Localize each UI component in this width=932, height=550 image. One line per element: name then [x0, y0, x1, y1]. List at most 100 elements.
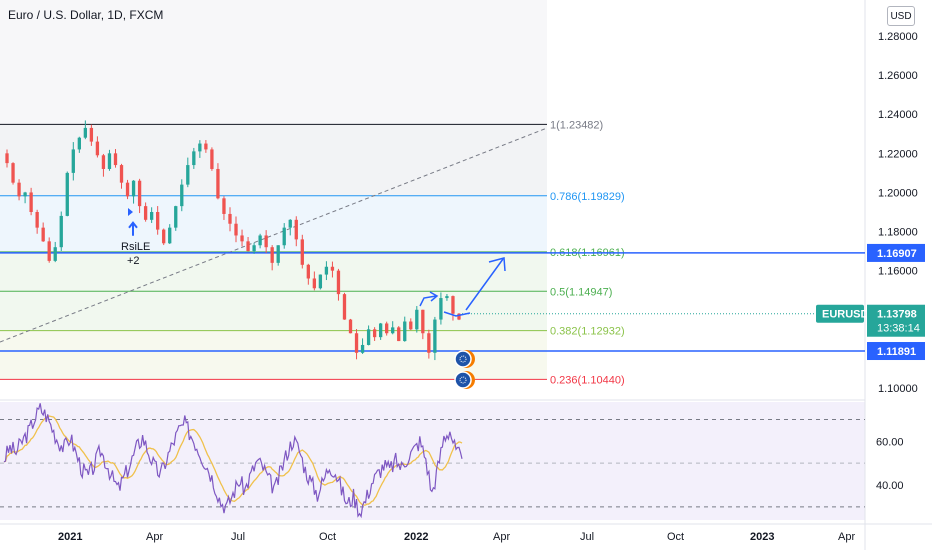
y-tick-label: 1.18000	[878, 227, 918, 239]
signal-label: RsiLE	[121, 241, 150, 253]
current-price-tag	[867, 304, 925, 337]
candle-body	[318, 274, 323, 289]
candle-body	[65, 172, 69, 216]
x-tick-label: 2021	[58, 531, 82, 543]
candle-body	[156, 212, 160, 230]
candle-body	[288, 219, 292, 228]
candle-body	[180, 184, 184, 207]
event-badge-icon[interactable]	[454, 371, 472, 389]
candle-body	[149, 212, 154, 220]
candle-body	[41, 227, 45, 242]
fib-zone	[0, 195, 547, 252]
candle-body	[125, 182, 130, 197]
rsi-line	[3, 403, 463, 519]
y-tick-label: 1.10000	[878, 383, 918, 395]
candle-body	[119, 165, 124, 183]
candle-body	[222, 198, 226, 214]
chart-title: Euro / U.S. Dollar, 1D, FXCM	[8, 8, 164, 22]
candle-body	[5, 153, 9, 164]
x-tick-label: Apr	[838, 531, 855, 543]
candle-body	[258, 235, 262, 246]
symbol-tag	[816, 304, 864, 323]
x-tick-label: Oct	[319, 531, 336, 543]
candle-body	[409, 321, 413, 330]
y-tick-label: 1.16000	[878, 266, 918, 278]
candle-body	[137, 180, 142, 207]
candle-body	[198, 143, 202, 152]
candle-body	[234, 223, 238, 236]
fib-level-label: 0.236(1.10440)	[550, 374, 625, 386]
event-badge-detail	[459, 376, 467, 384]
candle-body	[95, 141, 100, 156]
candle-body	[336, 270, 341, 295]
candle-body	[59, 215, 63, 248]
candle-body	[89, 127, 94, 142]
x-tick-label: 2022	[404, 531, 428, 543]
candle-body	[385, 323, 389, 334]
y-tick-label: 1.28000	[878, 31, 918, 43]
candle-body	[294, 219, 298, 240]
fib-level-label: 0.786(1.19829)	[550, 191, 625, 203]
candle-body	[403, 321, 407, 342]
candle-body	[372, 329, 377, 338]
candle-body	[210, 149, 214, 169]
x-tick-label: Apr	[146, 531, 163, 543]
candle-body	[306, 264, 310, 279]
candle-body	[107, 153, 112, 169]
event-badge-detail	[459, 355, 467, 363]
horizontal-line-price-label: 1.16907	[877, 248, 917, 260]
candle-body	[391, 327, 395, 334]
candle-body	[131, 180, 136, 197]
rsi-tick-label: 60.00	[876, 436, 904, 448]
candle-body	[360, 344, 365, 353]
trend-arrow-icon	[429, 291, 439, 302]
x-tick-label: Jul	[580, 531, 594, 543]
candle-body	[240, 235, 244, 242]
candle-body	[282, 227, 286, 246]
y-tick-label: 1.26000	[878, 70, 918, 82]
horizontal-line-price-tag	[867, 342, 925, 361]
candle-body	[29, 192, 33, 212]
y-tick-label: 1.22000	[878, 148, 918, 160]
y-tick-label: 1.20000	[878, 187, 918, 199]
currency-button[interactable]: USD	[887, 6, 915, 26]
trend-arrow-icon	[465, 258, 504, 311]
candle-body	[53, 247, 57, 261]
trend-arrow-icon	[488, 257, 506, 272]
candle-body	[216, 168, 220, 199]
candle-body	[143, 206, 148, 220]
candle-body	[168, 227, 172, 244]
candle-body	[270, 247, 274, 263]
fib-level-label: 0.5(1.14947)	[550, 286, 612, 298]
y-tick-label: 1.24000	[878, 109, 918, 121]
candle-body	[264, 235, 268, 248]
rsi-tick-label: 40.00	[876, 480, 904, 492]
candle-body	[252, 245, 256, 252]
event-badge-icon[interactable]	[454, 350, 472, 368]
candle-body	[324, 266, 329, 275]
candle-body	[276, 245, 280, 263]
history-shade	[0, 0, 547, 125]
fib-zone	[0, 291, 547, 331]
candle-body	[397, 327, 401, 342]
candle-body	[11, 163, 15, 183]
candle-body	[330, 266, 335, 271]
candle-body	[35, 212, 39, 228]
candle-body	[23, 192, 27, 197]
candle-body	[421, 309, 425, 334]
candle-body	[457, 313, 461, 320]
candle-body	[17, 182, 21, 197]
candle-body	[83, 127, 88, 138]
candle-body	[47, 241, 51, 261]
candle-body	[186, 165, 190, 185]
fib-level-label: 0.382(1.12932)	[550, 326, 625, 338]
horizontal-line-price-tag	[867, 243, 925, 262]
fib-level-label: 1(1.23482)	[550, 119, 603, 131]
candle-body	[366, 329, 371, 345]
candle-body	[439, 298, 443, 320]
candle-body	[427, 333, 431, 353]
candle-body	[113, 153, 118, 166]
candle-body	[101, 155, 106, 169]
bar-countdown: 13:38:14	[877, 323, 920, 335]
